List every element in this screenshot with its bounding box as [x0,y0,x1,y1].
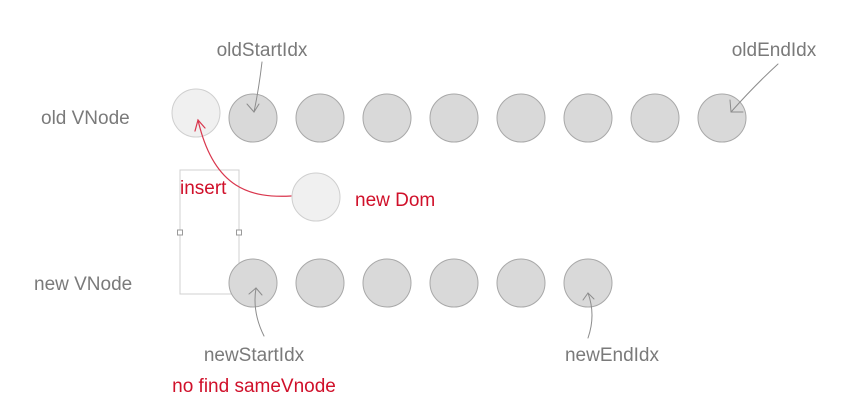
new-vnode-node [496,258,546,308]
new-vnode-node [228,258,278,308]
old-vnode-node [362,93,412,143]
old-start-pointer-arrow [246,61,263,113]
old-start-idx-label: oldStartIdx [217,40,308,61]
old-vnode-node [697,93,747,143]
old-vnode-inserted-slot [171,88,221,138]
old-end-idx-label: oldEndIdx [732,40,817,61]
new-start-idx-label: newStartIdx [204,345,305,366]
selection-handle-left [177,229,183,236]
selection-frame [177,169,242,295]
old-end-pointer-arrow [729,63,779,113]
old-vnode-row-label: old VNode [41,108,130,129]
new-vnode-row-label: new VNode [34,274,132,295]
insert-arrow [194,118,292,197]
new-vnode-node [429,258,479,308]
new-vnode-node [295,258,345,308]
no-find-same-vnode-note: no find sameVnode [172,376,336,397]
selection-handle-right [236,229,242,236]
old-vnode-node [630,93,680,143]
new-dom-label: new Dom [355,190,435,211]
insert-label: insert [180,178,227,199]
old-vnode-node [295,93,345,143]
new-dom-node [291,172,341,222]
index-pointers [246,61,779,339]
new-start-pointer-arrow [248,287,265,337]
new-end-idx-label: newEndIdx [565,345,660,366]
new-vnode-node [362,258,412,308]
old-vnode-node [429,93,479,143]
old-vnode-node [228,93,278,143]
new-vnode-node [563,258,613,308]
old-vnode-node [563,93,613,143]
old-vnode-node [496,93,546,143]
new-vnode-row [228,258,613,308]
new-end-pointer-arrow [582,292,595,339]
old-vnode-row [228,93,747,143]
